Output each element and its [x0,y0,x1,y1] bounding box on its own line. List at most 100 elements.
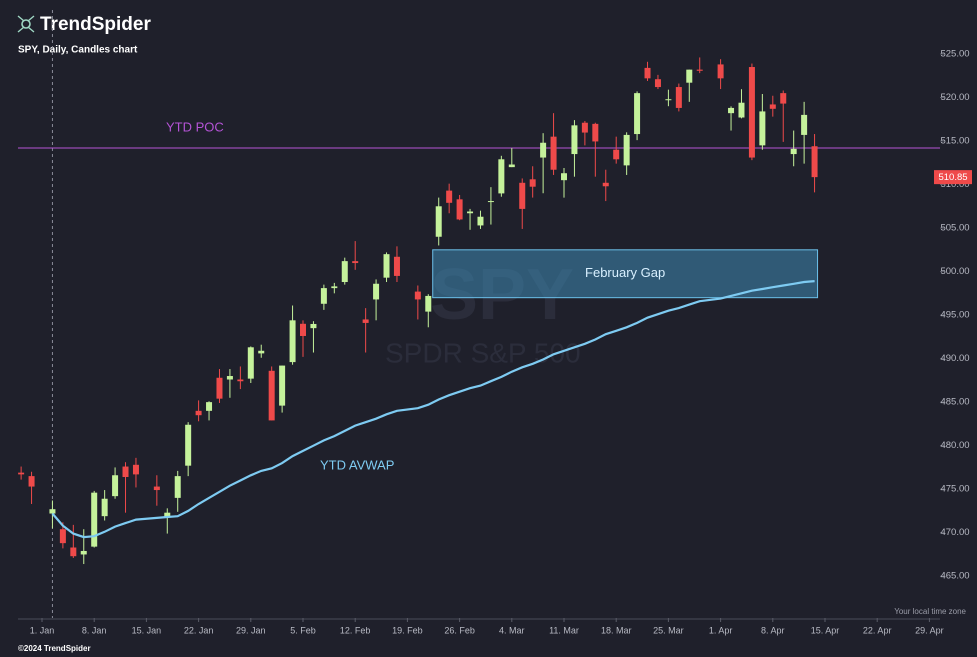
x-tick-label: 1. Apr [709,625,733,635]
candle-body [237,379,244,382]
candle-body [592,123,599,142]
candle-body [91,492,98,547]
candle-body [529,179,536,187]
candle-body [435,206,442,237]
candle-body [508,164,515,168]
candle-body [801,114,808,135]
logo: TrendSpider [17,14,151,35]
candle-body [279,365,286,406]
candle-body [174,476,181,498]
candle-body [300,323,306,336]
candle-body [425,295,432,312]
zone-label: February Gap [585,265,665,280]
y-tick-label: 500.00 [940,266,969,277]
brand: TrendSpider [40,14,151,35]
candle-body [581,122,588,133]
candle-body [728,107,735,114]
x-tick-label: 26. Feb [444,625,475,635]
candle-body [18,472,25,475]
candle-body [477,216,484,226]
y-tick-label: 495.00 [940,310,969,321]
candle-body [341,261,348,283]
candle-body [811,146,818,178]
y-tick-label: 525.00 [940,48,969,59]
candle-body [540,142,547,158]
x-tick-label: 29. Jan [236,625,266,635]
candle-body [467,211,474,214]
y-tick-label: 490.00 [940,353,969,364]
candle-body [132,464,139,475]
x-tick-label: 29. Apr [915,625,944,635]
candle-body [769,104,776,109]
candle-body [362,319,369,323]
candle-body [446,190,453,203]
candle-body [352,261,359,264]
candle-body [331,286,338,289]
candle-body [185,424,192,466]
y-tick-label: 480.00 [940,440,969,451]
x-tick-label: 5. Feb [290,625,316,635]
x-tick-label: 19. Feb [392,625,423,635]
y-tick-label: 510.00 [940,179,969,190]
candle-body [665,99,672,101]
candle-body [456,199,463,220]
candle-body [122,466,129,477]
candle-body [623,134,630,166]
candle-body [258,350,265,354]
candle-body [634,93,641,135]
candles [18,57,818,565]
copyright: ©2024 TrendSpider [18,644,91,653]
candle-body [780,93,787,104]
candle-body [519,182,526,209]
level-label: YTD POC [166,119,224,134]
candle-body [393,256,400,276]
x-tick-label: 22. Apr [863,625,892,635]
candle-body [654,79,661,88]
last-price-box [934,170,972,185]
candle-body [59,529,66,544]
x-tick-label: 12. Feb [340,625,371,635]
candle-body [164,512,171,518]
candle-body [675,87,682,108]
candle-body [759,111,766,146]
x-tick-label: 22. Jan [184,625,214,635]
x-tick-label: 1. Jan [30,625,55,635]
series-label: YTD AVWAP [320,457,394,472]
candle-body [748,67,755,158]
x-tick-label: 15. Apr [811,625,840,635]
candle-body [738,102,745,118]
x-tick-label: 8. Apr [761,625,785,635]
logo-icon-legs [17,15,35,33]
candle-body [112,475,119,497]
y-tick-label: 515.00 [940,136,969,147]
candle-body [414,291,421,300]
candle-body [717,64,724,79]
avwap-line [51,280,815,539]
candle-body [613,149,620,160]
candle-body [373,283,380,300]
x-tick-label: 15. Jan [132,625,162,635]
candle-body [101,498,108,517]
candle-body [247,347,254,379]
candle-body [571,125,578,155]
candle-body [70,547,77,557]
candle-body [216,377,223,399]
logo-icon [21,19,31,29]
gap-zone [432,249,819,299]
candle-body [498,159,505,194]
y-tick-label: 520.00 [940,92,969,103]
y-tick-label: 485.00 [940,397,969,408]
candle-body [226,376,233,380]
y-tick-label: 505.00 [940,223,969,234]
candle-body [28,476,35,487]
watermark-name: SPDR S&P 500 [385,337,581,368]
candle-body [80,550,87,555]
candle-body [696,69,703,71]
x-tick-label: 8. Jan [82,625,107,635]
candle-body [195,410,202,416]
x-tick-label: 18. Mar [601,625,632,635]
candle-body [320,288,327,304]
candle-body [790,148,797,155]
